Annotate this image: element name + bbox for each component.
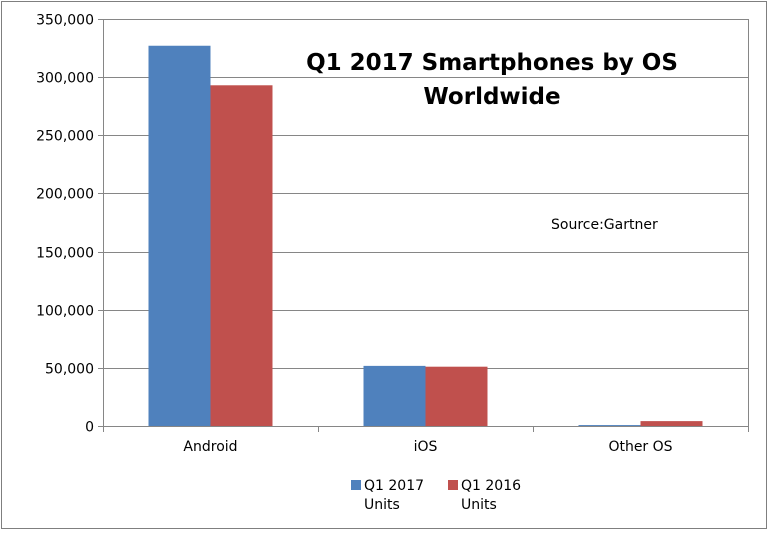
bar-q1-2017-android: [148, 45, 211, 426]
legend-label-q1-2017-line1: Q1 2017: [364, 478, 424, 494]
y-tick-label: 0: [85, 420, 94, 436]
source-annotation: Source:Gartner: [551, 217, 658, 233]
bar-q1-2016-ios: [425, 366, 488, 426]
y-tick-label: 100,000: [36, 304, 94, 320]
bar-q1-2017-other-os: [578, 425, 641, 426]
bar-q1-2017-ios: [363, 365, 426, 426]
y-tick-label: 50,000: [45, 362, 94, 378]
chart-title-line2: Worldwide: [423, 84, 560, 110]
legend-swatch-q1-2017: [351, 480, 361, 490]
y-tick-label: 300,000: [36, 71, 94, 87]
axes: [98, 19, 749, 432]
legend-label-q1-2016-line1: Q1 2016: [461, 478, 521, 494]
legend-label-q1-2017-line2: Units: [364, 497, 400, 513]
x-tick-label: Android: [183, 439, 237, 455]
y-tick-label: 200,000: [36, 187, 94, 203]
bar-q1-2016-android: [210, 85, 273, 426]
legend-swatch-q1-2016: [448, 480, 458, 490]
bar-q1-2016-other-os: [640, 421, 703, 426]
y-tick-label: 150,000: [36, 246, 94, 262]
x-tick-label: Other OS: [608, 439, 672, 455]
legend: Q1 2017 Units Q1 2016 Units: [351, 478, 521, 513]
chart-title-line1: Q1 2017 Smartphones by OS: [306, 50, 678, 76]
y-tick-label: 350,000: [36, 13, 94, 29]
legend-label-q1-2016-line2: Units: [461, 497, 497, 513]
axis-labels: 0 50,000 100,000 150,000 200,000 250,000 300,0…: [36, 13, 673, 456]
y-tick-label: 250,000: [36, 129, 94, 145]
x-tick-label: iOS: [414, 439, 438, 455]
bars: [148, 45, 703, 426]
